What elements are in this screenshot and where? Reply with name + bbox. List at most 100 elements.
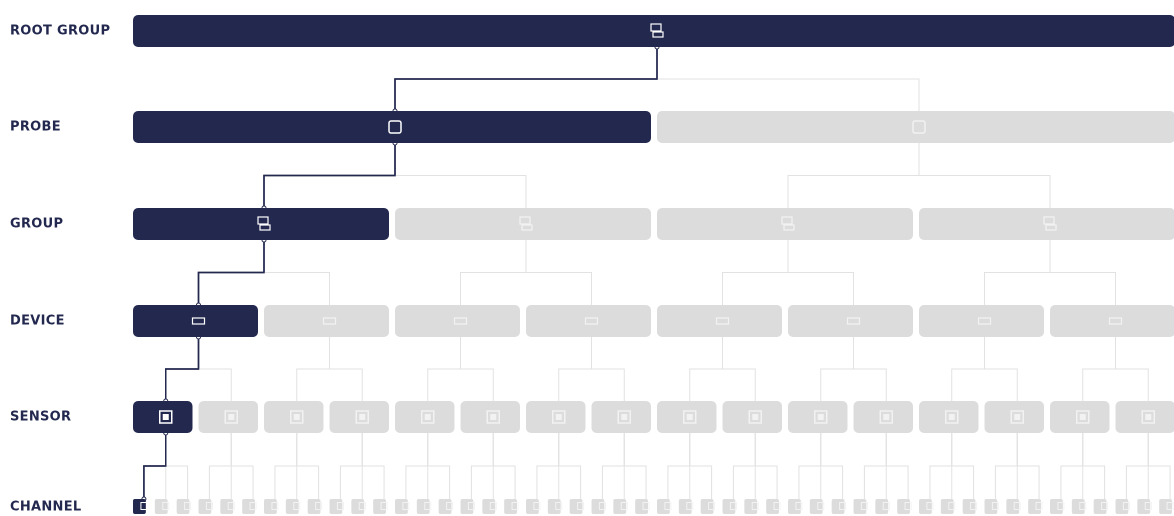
node-icon <box>519 216 531 225</box>
node-icon <box>751 502 759 510</box>
node-icon <box>912 120 926 134</box>
node <box>1050 499 1063 514</box>
node <box>329 499 343 514</box>
node-icon <box>860 502 868 510</box>
connector <box>601 433 625 499</box>
connector <box>1147 433 1171 499</box>
node-icon <box>904 502 912 510</box>
node-icon <box>1166 502 1174 510</box>
node-icon <box>617 410 631 424</box>
node-icon <box>814 410 828 424</box>
node-icon <box>686 502 694 510</box>
node <box>678 499 692 514</box>
connector <box>405 433 429 499</box>
connector <box>1125 433 1149 499</box>
node-icon <box>708 502 716 510</box>
node <box>526 305 651 337</box>
node <box>176 499 190 514</box>
connector <box>1082 433 1106 499</box>
node-icon <box>991 502 999 510</box>
node-icon <box>159 410 173 424</box>
node-icon <box>650 23 662 32</box>
connector <box>263 240 330 305</box>
node <box>962 499 976 514</box>
node-icon <box>846 317 861 325</box>
node <box>482 499 496 514</box>
node <box>373 499 386 514</box>
connector <box>198 337 232 401</box>
connector <box>394 143 527 208</box>
node-icon <box>511 502 519 510</box>
node <box>919 499 932 514</box>
node <box>220 499 234 514</box>
node <box>526 499 539 514</box>
node-icon <box>257 216 269 225</box>
connector <box>984 337 1018 401</box>
level-label: CHANNEL <box>10 500 82 515</box>
node <box>285 499 299 514</box>
node-icon <box>621 414 628 420</box>
node-icon <box>1014 414 1021 420</box>
node-icon <box>879 410 893 424</box>
node <box>591 499 605 514</box>
node <box>395 305 520 337</box>
node-icon <box>227 502 235 510</box>
node <box>657 499 670 514</box>
node <box>984 499 998 514</box>
node-icon <box>184 502 192 510</box>
node <box>307 499 321 514</box>
node-icon <box>1045 224 1057 231</box>
connector-active <box>263 143 396 208</box>
node-icon <box>773 502 781 510</box>
node <box>504 499 517 514</box>
connector <box>994 433 1018 499</box>
connector <box>591 337 625 401</box>
connector <box>732 433 756 499</box>
node-icon <box>584 317 599 325</box>
node <box>1115 499 1129 514</box>
node-icon <box>490 414 497 420</box>
node-icon <box>380 502 388 510</box>
node-icon <box>783 224 795 231</box>
node <box>264 499 277 514</box>
node-icon <box>577 502 585 510</box>
node-icon <box>642 502 650 510</box>
connector <box>623 433 647 499</box>
connectors <box>141 44 1171 502</box>
connector <box>929 433 953 499</box>
connector <box>165 433 189 499</box>
node-icon <box>1043 216 1055 225</box>
node-icon <box>795 502 803 510</box>
node-icon <box>521 224 533 231</box>
connector <box>951 433 975 499</box>
node <box>198 499 212 514</box>
node-icon <box>1076 410 1090 424</box>
connector <box>558 337 592 401</box>
connector <box>1060 433 1084 499</box>
node-icon <box>424 502 432 510</box>
node-icon <box>424 414 431 420</box>
node <box>831 499 845 514</box>
connector <box>427 433 451 499</box>
node-icon <box>652 31 664 38</box>
connector <box>460 240 527 305</box>
node-icon <box>359 414 366 420</box>
connector <box>427 337 461 401</box>
connector <box>951 337 985 401</box>
node <box>1115 401 1174 433</box>
connector <box>984 240 1051 305</box>
node-icon <box>1057 502 1065 510</box>
node-icon <box>883 414 890 420</box>
node-icon <box>948 502 956 510</box>
connector <box>722 337 756 401</box>
connector-active <box>143 433 167 499</box>
node <box>133 499 146 514</box>
node-icon <box>453 317 468 325</box>
node-icon <box>1108 317 1123 325</box>
node-icon <box>945 410 959 424</box>
connector <box>525 240 592 305</box>
node <box>1159 499 1172 514</box>
node-icon <box>486 410 500 424</box>
node-icon <box>882 502 890 510</box>
